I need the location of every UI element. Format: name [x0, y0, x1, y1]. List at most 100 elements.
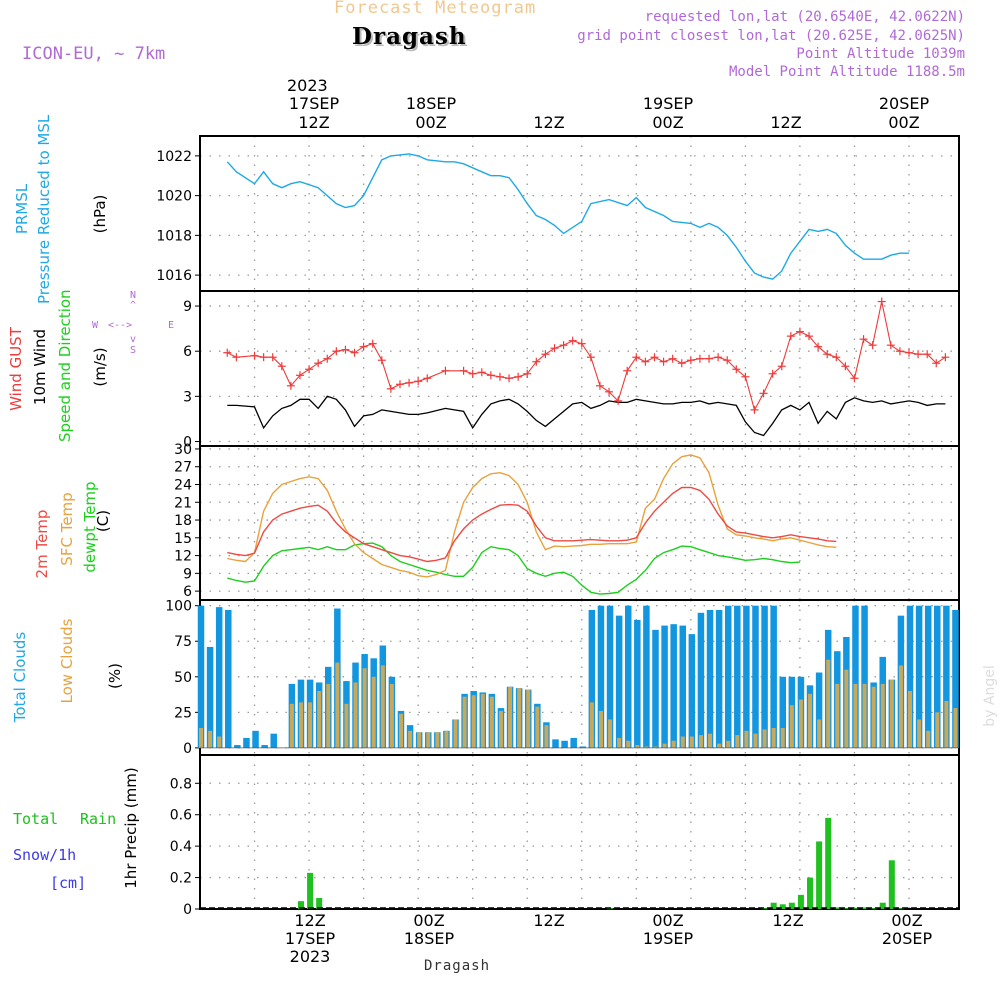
precip-bar	[825, 817, 832, 909]
top-tick-label: 18SEP 00Z	[406, 94, 456, 132]
total-cloud-bar	[497, 708, 505, 748]
total-cloud-bar	[515, 688, 523, 748]
total-cloud-bar	[752, 605, 759, 748]
total-cloud-bar	[806, 685, 814, 748]
sfc-temp-label: SFC Temp	[58, 492, 76, 566]
low-cloud-bar	[917, 719, 922, 748]
bottom-tick-hour: 12Z	[772, 911, 804, 930]
y-tick-label: 0.4	[170, 839, 192, 855]
wind-gust-line	[227, 301, 946, 412]
precip-bar	[843, 908, 850, 910]
temp-2m-line	[227, 486, 837, 563]
compass-up-arrow: ^	[130, 300, 137, 311]
low-cloud-bar	[417, 732, 422, 748]
total-cloud-bar	[797, 676, 805, 748]
model-point-altitude: Model Point Altitude 1188.5m	[728, 64, 965, 80]
low-cloud-bar	[389, 683, 394, 748]
total-cloud-bar	[325, 666, 332, 748]
total-cloud-bar	[352, 662, 359, 748]
low-cloud-bar	[489, 696, 494, 748]
snow-label: Snow/1h	[13, 846, 77, 864]
total-cloud-bar	[297, 679, 305, 748]
chart-super-title: Forecast Meteogram	[334, 0, 537, 18]
wind-speed-line	[227, 395, 946, 437]
total-cloud-bar	[206, 646, 214, 748]
low-cloud-bar	[508, 686, 513, 748]
panel-frame	[199, 290, 960, 447]
bottom-tick-label: 00Z 18SEP	[404, 912, 454, 948]
bottom-tick-hour: 00Z	[891, 911, 923, 930]
low-cloud-bar	[762, 729, 767, 748]
low-cloud-bar	[462, 696, 467, 748]
total-cloud-bar	[779, 676, 786, 748]
low-cloud-bar	[698, 735, 703, 748]
total-cloud-bar	[824, 629, 832, 748]
total-cloud-bar	[579, 746, 587, 748]
bottom-tick-hour: 12Z	[533, 911, 565, 930]
top-tick-date: 17SEP	[288, 94, 340, 113]
total-cloud-bar	[552, 739, 559, 748]
y-tick-label: 25	[174, 705, 192, 721]
gridpoint-coords: grid point closest lon,lat (20.625E, 42.…	[577, 28, 965, 44]
watermark: by Angel	[982, 665, 998, 727]
total-cloud-bar	[761, 605, 768, 748]
dewpoint-line	[227, 542, 800, 595]
rain-label: Rain	[80, 810, 117, 828]
low-cloud-bar	[471, 695, 476, 748]
total-cloud-bar	[724, 605, 732, 748]
total-cloud-bar	[488, 693, 496, 748]
total-cloud-bar	[652, 629, 659, 748]
top-tick-hour: 00Z	[415, 113, 447, 132]
total-cloud-bar	[288, 683, 296, 748]
low-clouds-label: Low Clouds	[58, 618, 76, 704]
precip-bar	[861, 907, 868, 909]
precip-bar	[888, 860, 895, 909]
panel-frame	[199, 754, 960, 910]
compass-w: W	[92, 320, 99, 331]
precip-bar	[797, 894, 804, 909]
precip-bar	[316, 898, 323, 909]
low-cloud-bar	[208, 730, 213, 748]
total-cloud-bar	[452, 719, 459, 748]
prmsl-label: PRMSL	[13, 183, 31, 235]
low-cloud-bar	[498, 710, 503, 748]
low-cloud-bar	[380, 665, 385, 748]
bottom-tick-date: 20SEP	[881, 929, 933, 948]
top-tick-label: 12Z	[770, 94, 801, 132]
top-tick-date	[770, 94, 801, 113]
sfc-temp-line	[227, 454, 837, 578]
low-cloud-bar	[308, 702, 313, 748]
total-cloud-bar	[852, 605, 859, 748]
low-cloud-bar	[726, 740, 731, 748]
panel-frame	[199, 135, 960, 292]
total-cloud-bar	[715, 609, 723, 748]
low-cloud-bar	[789, 705, 794, 748]
total-cloud-bar	[915, 605, 923, 748]
low-cloud-bar	[835, 683, 840, 748]
total-cloud-bar	[343, 681, 350, 748]
low-cloud-bar	[753, 733, 758, 748]
total-cloud-bar	[506, 686, 514, 748]
low-cloud-bar	[780, 727, 785, 748]
total-cloud-bar	[570, 737, 577, 748]
precip-bar	[307, 872, 314, 909]
total-cloud-bar	[888, 679, 896, 748]
location-title: Dragash	[352, 23, 467, 50]
total-cloud-bar	[815, 672, 823, 748]
total-cloud-bar	[561, 740, 568, 748]
low-cloud-bar	[217, 736, 222, 748]
low-cloud-bar	[808, 693, 813, 748]
top-tick-label: 12Z	[533, 94, 564, 132]
y-tick-label: 24	[174, 478, 192, 494]
compass-n: N	[130, 290, 137, 301]
low-cloud-bar	[408, 730, 413, 748]
total-cloud-bar	[406, 725, 414, 748]
total-cloud-bar	[924, 605, 932, 748]
y-tick-label: 3	[183, 389, 192, 405]
y-tick-label: 100	[165, 599, 192, 615]
low-cloud-bar	[953, 708, 958, 748]
pressure-reduced-label: Pressure Reduced to MSL	[35, 114, 53, 304]
low-cloud-bar	[689, 736, 694, 748]
low-cloud-bar	[453, 719, 458, 748]
